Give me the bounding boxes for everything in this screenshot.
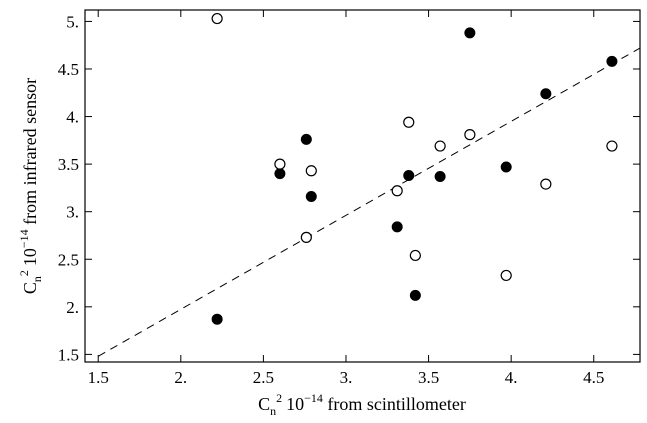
open-point	[403, 116, 415, 128]
x-tick-label: 3.5	[418, 368, 439, 387]
axis-ticks	[85, 10, 640, 362]
fit-line	[97, 47, 641, 357]
y-tick-label: 5.	[66, 12, 79, 31]
filled-point	[409, 289, 421, 301]
y-tick-labels: 1.5 2. 2.5 3. 3.5 4. 4.5 5.	[58, 12, 79, 364]
open-point	[300, 231, 312, 243]
filled-point	[300, 133, 312, 145]
x-tick-label: 4.	[505, 368, 518, 387]
filled-point	[211, 313, 223, 325]
filled-point	[500, 161, 512, 173]
open-point	[606, 140, 618, 152]
open-point	[434, 140, 446, 152]
x-tick-label: 2.	[174, 368, 187, 387]
y-tick-label: 3.5	[58, 155, 79, 174]
filled-point	[274, 168, 286, 180]
open-point	[305, 165, 317, 177]
y-tick-label: 4.	[66, 108, 79, 127]
filled-point	[540, 88, 552, 100]
filled-point	[606, 55, 618, 67]
open-point	[211, 12, 223, 25]
y-tick-label: 2.	[66, 298, 79, 317]
data-points	[211, 12, 618, 325]
y-tick-label: 2.5	[58, 250, 79, 269]
x-tick-label: 1.5	[88, 368, 109, 387]
open-point	[391, 185, 403, 197]
x-axis-label: Cn2 10−14 from scintillometer	[258, 391, 466, 418]
plot-frame	[84, 9, 641, 363]
filled-point	[391, 221, 403, 233]
open-point	[464, 129, 476, 141]
open-point	[409, 249, 421, 262]
filled-point	[434, 170, 446, 182]
x-tick-label: 2.5	[253, 368, 274, 387]
filled-point	[403, 170, 415, 182]
y-tick-label: 1.5	[58, 345, 79, 364]
x-tick-label: 3.	[340, 368, 353, 387]
open-point	[540, 178, 552, 190]
x-tick-label: 4.5	[583, 368, 604, 387]
y-axis-label: Cn210−14 from infrared sensor	[17, 78, 44, 294]
filled-point	[305, 190, 317, 202]
filled-point	[464, 27, 476, 39]
y-tick-label: 4.5	[58, 60, 79, 79]
open-point	[500, 269, 512, 282]
x-tick-labels: 1.5 2. 2.5 3. 3.5 4. 4.5	[88, 368, 605, 387]
open-point	[274, 158, 286, 170]
y-tick-label: 3.	[66, 203, 79, 222]
